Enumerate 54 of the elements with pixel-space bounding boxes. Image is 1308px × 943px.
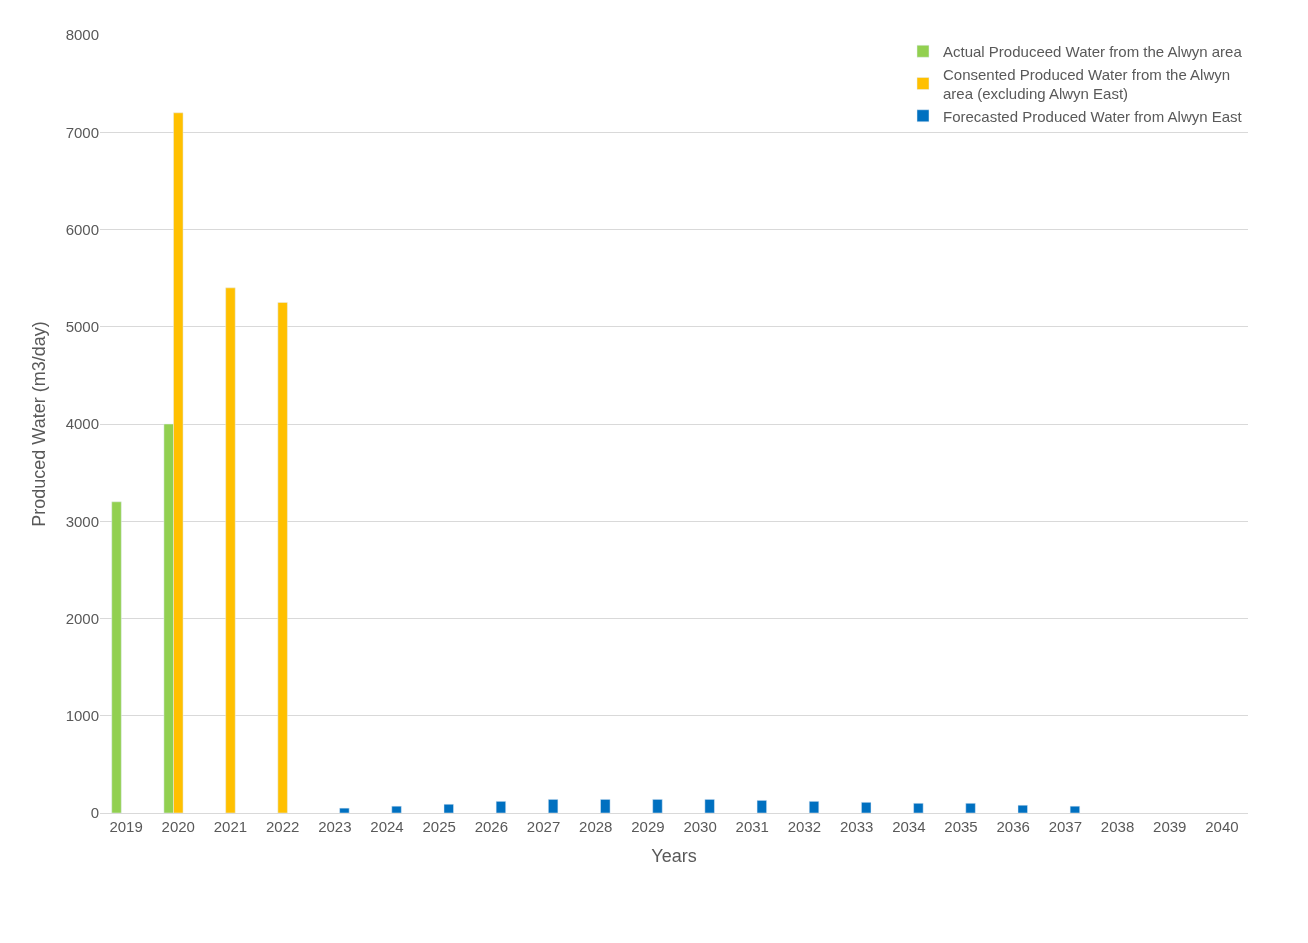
legend-label: Forecasted Produced Water from Alwyn East (943, 107, 1243, 125)
y-tick-label: 4000 (65, 415, 99, 433)
x-tick-label: 2028 (579, 818, 613, 835)
bar (277, 302, 288, 813)
x-tick-label: 2026 (474, 818, 509, 835)
bar (652, 799, 663, 813)
x-tick-label: 2031 (735, 818, 769, 835)
bar (391, 805, 402, 813)
bar (339, 807, 350, 813)
x-tick-label: 2037 (1048, 818, 1083, 835)
x-tick-label: 2025 (422, 818, 456, 835)
x-tick-label: 2030 (683, 818, 717, 835)
y-tick-label: 7000 (65, 123, 99, 141)
bar (225, 287, 236, 813)
y-tick-label: 1000 (65, 707, 99, 724)
y-tick-label: 3000 (65, 512, 99, 530)
bar (861, 802, 872, 813)
bar (1069, 805, 1080, 813)
y-tick-label: 0 (90, 804, 99, 822)
bar (548, 799, 559, 813)
x-tick-label: 2027 (526, 818, 561, 835)
x-tick-label: 2020 (161, 818, 195, 835)
x-tick-label: 2033 (839, 818, 874, 835)
x-tick-label: 2039 (1153, 818, 1187, 835)
x-tick-label: 2021 (213, 818, 248, 835)
bar (600, 799, 611, 813)
bar (913, 803, 924, 813)
bar (756, 800, 767, 813)
x-tick-label: 2029 (631, 818, 665, 835)
bar (495, 801, 506, 813)
x-tick-label: 2034 (892, 818, 926, 835)
x-axis-title: Years (651, 846, 697, 867)
bar (443, 804, 454, 813)
bar (965, 803, 976, 813)
x-tick-label: 2035 (944, 818, 978, 835)
x-tick-label: 2038 (1100, 818, 1135, 835)
bar (111, 501, 122, 813)
y-tick-label: 5000 (65, 318, 99, 335)
x-tick-label: 2032 (787, 818, 822, 835)
bar (704, 799, 715, 813)
bar (808, 801, 820, 813)
x-tick-label: 2023 (318, 818, 352, 835)
x-tick-label: 2024 (370, 818, 404, 835)
y-tick-label: 2000 (65, 609, 99, 627)
x-tick-label: 2036 (996, 818, 1030, 835)
x-tick-label: 2040 (1205, 818, 1239, 835)
legend-label: Consented Produced Water from the Alwyn area (excluding Alwyn East) (943, 65, 1231, 103)
legend-label: Actual Produceed Water from the Alwyn area (943, 43, 1243, 61)
y-tick-label: 8000 (65, 26, 99, 44)
y-axis-title: Produced Water (m3/day) (28, 321, 49, 527)
y-tick-label: 6000 (65, 220, 99, 238)
x-tick-label: 2022 (265, 818, 300, 835)
x-tick-label: 2019 (109, 818, 143, 835)
bar (1017, 804, 1028, 813)
